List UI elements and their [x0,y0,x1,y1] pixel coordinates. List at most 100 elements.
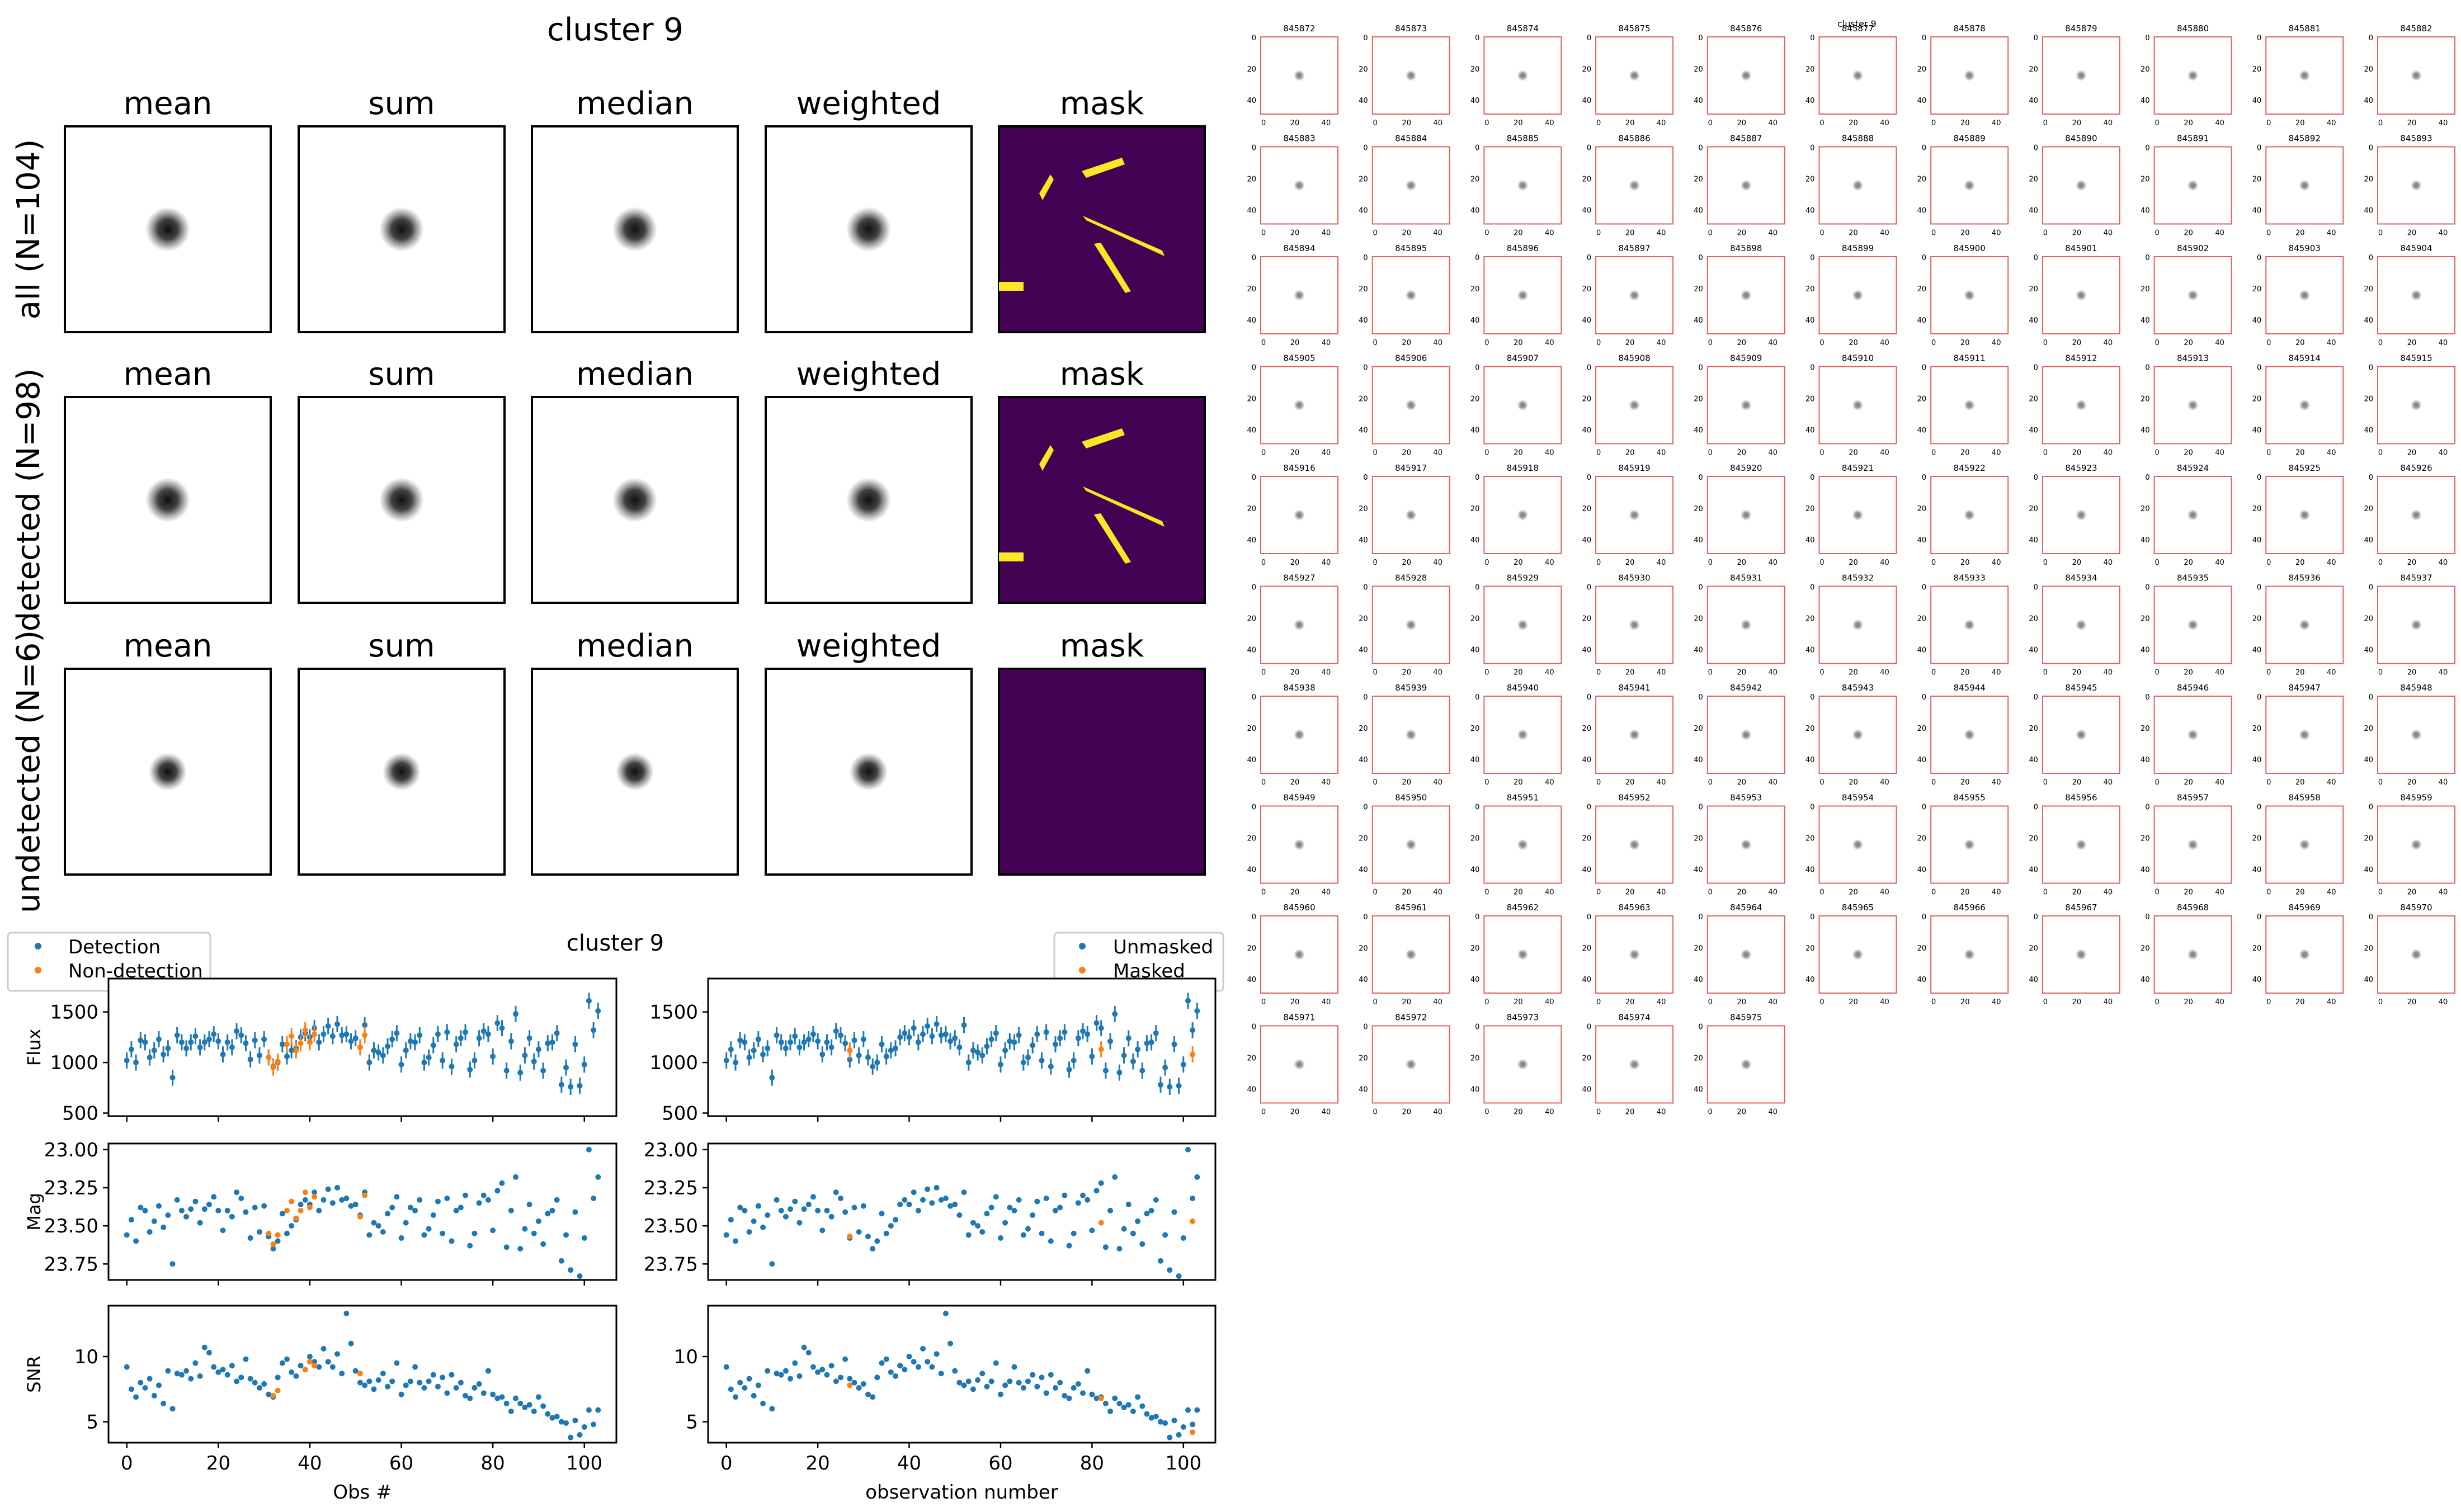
cutout-y-tick-label: 40 [1805,316,1815,325]
data-point [988,1204,994,1211]
data-point [1190,1196,1196,1202]
mask-image [998,125,1206,333]
data-point [293,1373,299,1379]
cutout-x-tick-label: 20 [1960,559,1970,567]
data-point [865,1234,871,1240]
cutout-x-tick-label: 0 [1931,449,1936,457]
cutout-source [1405,399,1417,411]
cutout-y-tick-label: 40 [2029,866,2038,875]
data-point [1185,998,1191,1004]
cutout-x-tick-label: 0 [2043,229,2048,238]
data-point [1139,1067,1145,1074]
data-point [893,1373,899,1379]
cutout-x-tick-label: 40 [1880,889,1889,897]
data-point [819,1227,826,1234]
cutout-obs-id: 845913 [2177,353,2209,363]
data-point [151,1393,157,1398]
cutout-x-tick-label: 0 [1596,889,1601,897]
data-point [815,1369,821,1375]
data-point [577,1273,583,1279]
cutout-obs-id: 845894 [1283,243,1315,253]
cutout-y-tick-label: 0 [2369,144,2373,153]
cutout-y-tick-label: 40 [1805,976,1815,984]
stack-column-title: sum [368,356,435,393]
data-point [774,1197,780,1203]
cutout-obs-id: 845923 [2065,463,2097,473]
cutout-obs-id: 845927 [1283,573,1315,583]
cutout-y-tick-label: 20 [1694,395,1703,404]
cutout-x-tick-label: 20 [2184,229,2193,238]
cutout-source [2299,949,2311,960]
data-point [568,1434,574,1440]
data-point [1071,1385,1077,1391]
data-point [1180,1424,1186,1430]
data-point [1116,1070,1123,1076]
cutout-y-tick-label: 40 [1247,97,1256,105]
cutout-x-tick-label: 0 [1484,229,1489,238]
legend-marker-unmasked [1079,943,1086,949]
cutout-x-tick-label: 0 [1261,119,1266,127]
cutout-x-tick-label: 20 [1514,998,1523,1007]
cutout-x-tick-label: 40 [1769,559,1778,567]
cutout-y-tick-label: 20 [1582,944,1592,953]
cutout-x-tick-label: 0 [1931,119,1936,127]
cutout-y-tick-label: 40 [1359,646,1368,655]
cutout-y-tick-label: 20 [2364,65,2373,74]
cutout-y-tick-label: 20 [2141,944,2150,953]
cutout-obs-id: 845971 [1283,1013,1315,1023]
data-point [591,1196,597,1202]
cutout-source [1852,290,1864,301]
data-point [133,1060,139,1066]
cutout-x-tick-label: 20 [2072,889,2082,897]
cutout-source [2411,839,2422,850]
data-point [1190,1027,1196,1033]
data-point [371,1386,377,1392]
cutout-x-tick-label: 20 [1737,669,1747,677]
data-point [517,1246,524,1252]
data-point [485,1197,491,1203]
data-point [535,1046,541,1052]
data-point [1007,1378,1013,1385]
cutout-source [2299,509,2311,521]
cutout-x-tick-label: 0 [1708,889,1713,897]
cutout-y-tick-label: 0 [1922,693,1926,702]
data-point [535,1394,541,1400]
cutout-obs-id: 845956 [2065,793,2097,803]
mask-streak [1039,445,1054,471]
data-point [312,1031,318,1037]
cutout-y-tick-label: 0 [2257,474,2261,482]
cutout-y-tick-label: 20 [1917,65,1927,74]
data-point [435,1031,441,1037]
cutout-x-tick-label: 0 [2266,559,2271,567]
x-tick-label: 100 [566,1452,602,1475]
data-point [1153,1197,1159,1203]
data-point [421,1060,427,1066]
cutout-x-tick-label: 20 [1290,998,1300,1007]
data-point [366,1232,373,1238]
data-point [728,1217,734,1223]
data-point [1007,1204,1013,1211]
data-point [188,1039,194,1045]
cutout-y-tick-label: 40 [1582,866,1592,875]
data-point [522,1226,528,1232]
data-point [947,1038,954,1045]
cutout-obs-id: 845909 [1730,353,1762,363]
data-point [1125,1402,1132,1408]
data-point [362,1022,368,1028]
cutout-x-tick-label: 0 [1484,559,1489,567]
cutout-y-tick-label: 0 [1587,144,1591,153]
x-tick-label: 80 [1080,1452,1104,1475]
data-point [229,1045,235,1050]
data-point [183,1213,190,1220]
cutout-x-tick-label: 20 [2184,669,2193,677]
cutout-x-tick-label: 20 [1402,889,1411,897]
cutout-y-tick-label: 40 [1247,1086,1256,1094]
mask-image [998,668,1206,876]
cutout-source [1964,399,1976,411]
cutout-x-tick-label: 20 [2407,889,2417,897]
